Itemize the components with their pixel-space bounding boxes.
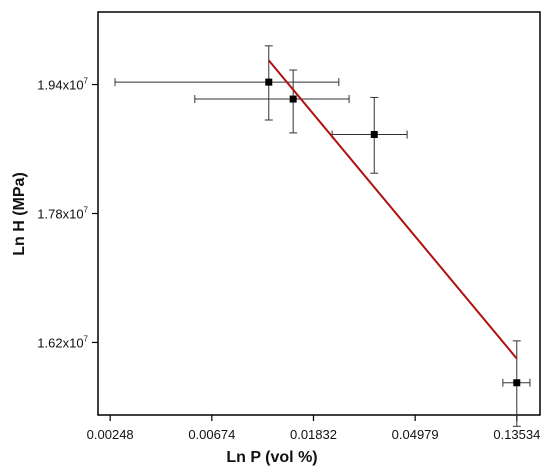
x-tick-label: 0.00248 (87, 427, 134, 442)
data-point (289, 95, 297, 103)
fit-line (268, 59, 518, 360)
y-axis-label: Ln H (MPa) (11, 172, 28, 256)
x-tick-label: 0.00674 (188, 427, 235, 442)
plot-frame (97, 11, 541, 416)
data-point (370, 131, 378, 139)
y-tick-label: 1.78x107 (37, 206, 88, 222)
x-tick-label: 0.13534 (493, 427, 540, 442)
data-point (513, 379, 521, 387)
y-tick-label: 1.62x107 (37, 334, 88, 350)
x-tick-label: 0.04979 (392, 427, 439, 442)
data-point (265, 78, 273, 86)
x-axis-label: Ln P (vol %) (226, 449, 317, 466)
data-points (265, 78, 521, 387)
y-tick-label: 1.94x107 (37, 77, 88, 93)
x-tick-label: 0.01832 (290, 427, 337, 442)
x-axis-ticks: 0.00248 0.00674 0.01832 0.04979 0.13534 (87, 415, 540, 442)
y-axis-ticks: 1.62x107 1.78x107 1.94x107 (37, 77, 98, 350)
